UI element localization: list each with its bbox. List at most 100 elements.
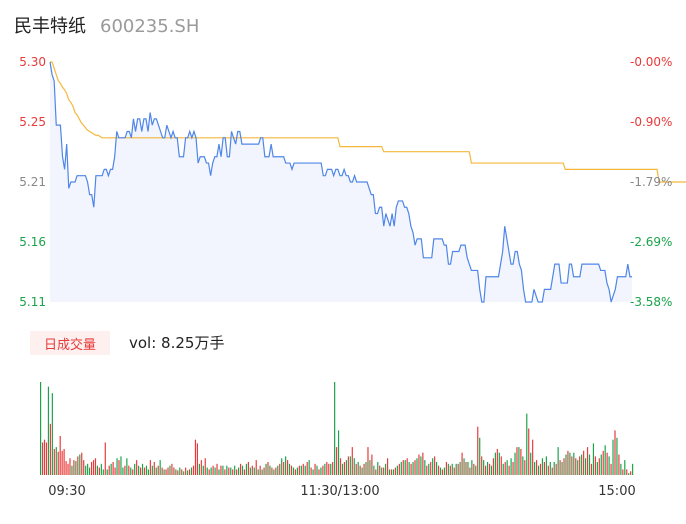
volume-bar [347, 456, 349, 475]
volume-bar [128, 465, 130, 475]
volume-bar [226, 465, 228, 475]
volume-bar [51, 393, 53, 475]
volume-bar [332, 461, 334, 475]
volume-bar [65, 461, 67, 475]
volume-bar [508, 465, 510, 475]
volume-bar [528, 428, 530, 475]
volume-bar [141, 463, 144, 475]
volume-bar [575, 458, 577, 475]
volume-bar [218, 469, 220, 475]
volume-bar [210, 467, 212, 475]
volume-bar [77, 456, 79, 475]
volume-bar [424, 460, 426, 475]
volume-bar [436, 461, 438, 475]
volume-bar [432, 458, 434, 475]
volume-bar [106, 469, 108, 475]
volume-bar [598, 458, 600, 475]
volume-bar [410, 463, 412, 475]
volume-bar [375, 469, 377, 475]
price-area-layer [50, 62, 632, 302]
volume-bar [439, 467, 442, 475]
volume-bar [200, 460, 202, 475]
volume-bar [149, 460, 151, 475]
volume-bar [363, 463, 365, 475]
volume-bar [124, 465, 126, 475]
volume-bar [339, 458, 342, 475]
volume-bar [177, 470, 179, 475]
volume-bar [483, 460, 485, 475]
volume-bar [134, 463, 136, 475]
volume-bar [159, 460, 161, 475]
volume-bar [539, 463, 542, 475]
price-line [49, 61, 632, 303]
volume-bar [153, 461, 155, 475]
volume-bar [143, 467, 146, 475]
volume-bar [173, 467, 175, 475]
stock-name: 民丰特纸 [14, 16, 86, 37]
volume-bar [145, 465, 148, 475]
price-line-layer [49, 61, 686, 303]
volume-bar [185, 467, 187, 475]
volume-bar [71, 465, 73, 475]
volume-bar [288, 463, 291, 475]
volume-bar [437, 465, 440, 475]
volume-bar [194, 439, 197, 475]
volume-bar [537, 465, 540, 475]
volume-bar [369, 460, 371, 475]
volume-bar [222, 465, 224, 475]
volume-bar [551, 467, 553, 475]
volume-bar [247, 461, 249, 475]
volume-bar [345, 460, 347, 475]
volume-tag: 日成交量 [30, 331, 110, 355]
volume-bar [622, 469, 624, 475]
volume-bar [183, 471, 185, 475]
volume-bar [265, 463, 267, 475]
volume-bar [341, 463, 344, 475]
volume-bar [359, 465, 361, 475]
volume-bar [496, 448, 498, 475]
volume-bar [475, 465, 477, 475]
volume-bar [428, 463, 430, 475]
volume-bar [308, 460, 310, 475]
volume-bar [608, 456, 610, 475]
volume-bar [604, 445, 606, 475]
volume-bar [94, 458, 97, 475]
volume-bar [87, 463, 89, 475]
volume-bar [208, 469, 210, 475]
volume-bar [614, 430, 616, 475]
volume-bar [120, 456, 122, 475]
volume-bar [443, 467, 446, 475]
volume-bar [228, 467, 230, 475]
volume-bar [49, 423, 51, 475]
volume-bar [81, 452, 83, 475]
average-price-line [50, 61, 686, 183]
y-tick-label: 5.11 [19, 295, 46, 309]
volume-bar [518, 447, 520, 475]
volume-bar [465, 461, 467, 475]
volume-bar [373, 465, 375, 475]
volume-bar [126, 458, 128, 475]
volume-bar [534, 461, 536, 475]
volume-bar [281, 458, 283, 475]
volume-bar [526, 413, 528, 475]
volume-bar [381, 467, 383, 475]
volume-bar [351, 447, 353, 475]
volume-bar [414, 460, 416, 475]
volume-bar [547, 465, 549, 475]
volume-bar [577, 460, 579, 475]
volume-bar [490, 465, 493, 475]
y-tick-label: 5.30 [19, 55, 46, 69]
volume-bar [365, 461, 367, 475]
volume-bar [53, 448, 55, 475]
y-tick-label-right: -0.90% [630, 115, 672, 129]
volume-bar [277, 465, 279, 475]
volume-bar [553, 461, 555, 475]
volume-bar [561, 461, 563, 475]
volume-bar [422, 452, 424, 475]
volume-bar [85, 465, 87, 475]
volume-bar [388, 469, 391, 475]
volume-bar [179, 467, 181, 475]
volume-bar [502, 463, 504, 475]
volume-bar [302, 463, 304, 475]
volume-bar [449, 465, 451, 475]
